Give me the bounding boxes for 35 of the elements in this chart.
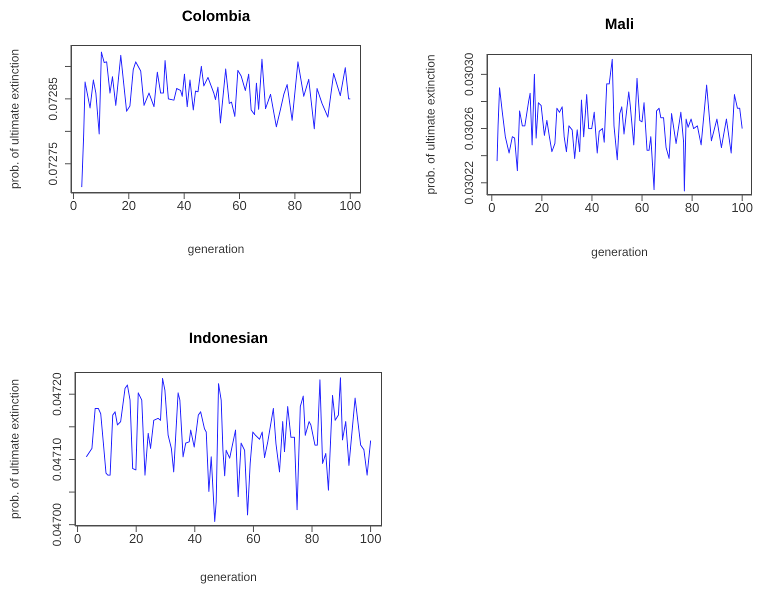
x-tick-label: 0 [74, 531, 82, 546]
y-tick-label: 0.03030 [462, 52, 476, 96]
y-tick-label: 0.04720 [50, 372, 64, 416]
x-tick-label: 40 [188, 531, 202, 546]
y-tick-label: 0.07285 [46, 76, 60, 121]
y-tick-label: 0.03026 [462, 106, 476, 150]
x-tick-label: 60 [246, 531, 261, 546]
y-tick-label: 0.07275 [46, 142, 60, 186]
x-tick-label: 20 [122, 198, 136, 214]
y-axis-title: prob. of ultimate extinction [423, 54, 438, 195]
chart-title: Mali [604, 16, 636, 33]
x-axis-title: generation [200, 570, 257, 584]
x-tick-label: 80 [304, 531, 320, 546]
y-axis-title: prob. of ultimate extinction [7, 378, 22, 520]
x-tick-label: 60 [634, 200, 650, 216]
x-tick-label: 20 [128, 531, 144, 546]
x-tick-label: 0 [70, 198, 78, 214]
x-tick-label: 100 [360, 531, 382, 546]
y-axis-title: prob. of ultimate extinction [7, 48, 22, 190]
chart-title: Colombia [180, 8, 252, 25]
x-tick-label: 100 [339, 198, 362, 214]
x-tick-label: 40 [584, 200, 600, 216]
chart-title: Indonesian [188, 330, 270, 347]
x-tick-label: 80 [684, 200, 700, 216]
y-tick-label: 0.04700 [50, 502, 64, 546]
y-tick-label: 0.03022 [462, 160, 476, 204]
x-tick-label: 60 [232, 198, 247, 214]
y-tick-label: 0.04710 [50, 437, 64, 482]
x-axis-title: generation [591, 245, 648, 259]
x-tick-label: 100 [731, 200, 754, 216]
x-axis-title: generation [188, 242, 244, 256]
x-tick-label: 20 [534, 200, 550, 216]
x-tick-label: 0 [488, 200, 496, 216]
x-tick-label: 40 [176, 198, 192, 214]
x-tick-label: 80 [288, 198, 302, 214]
